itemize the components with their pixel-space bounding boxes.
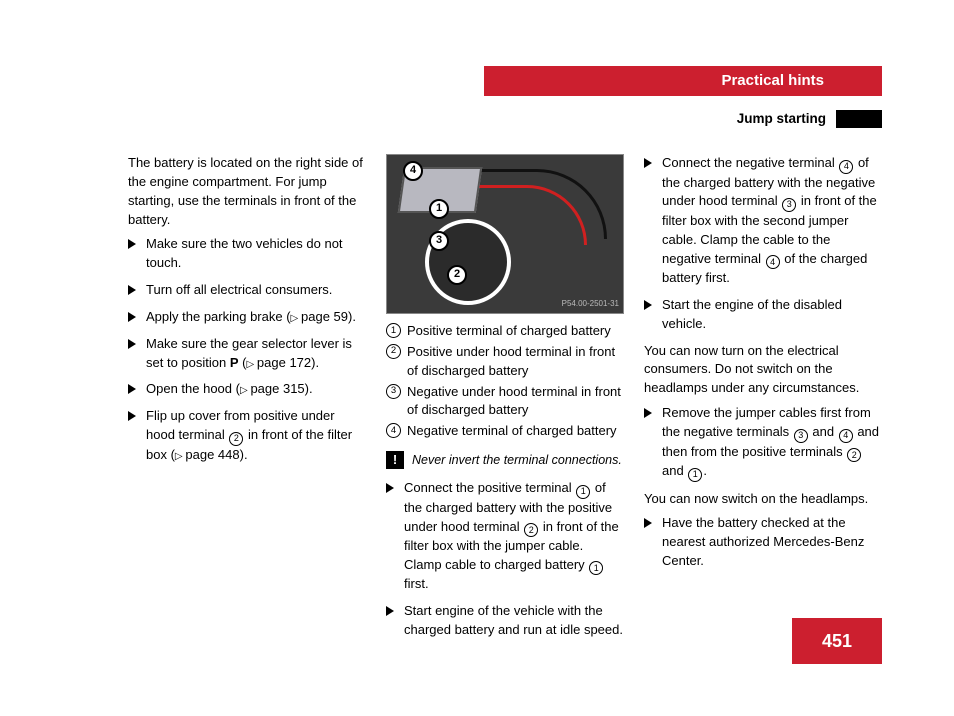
header-section-band: Practical hints bbox=[484, 66, 882, 96]
callout-ref-3: 3 bbox=[794, 429, 808, 443]
col3-para-headlamps: You can now switch on the headlamps. bbox=[644, 490, 882, 509]
callout-ref-3: 3 bbox=[782, 198, 796, 212]
col3-para-consumers: You can now turn on the electrical consu… bbox=[644, 342, 882, 399]
col1-list: Make sure the two vehicles do not touch.… bbox=[128, 235, 366, 464]
intro-paragraph: The battery is located on the right side… bbox=[128, 154, 366, 229]
callout-ref-2: 2 bbox=[847, 448, 861, 462]
callout-ref-1: 1 bbox=[688, 468, 702, 482]
page-number-box: 451 bbox=[792, 618, 882, 664]
step-check-battery: Have the battery checked at the nearest … bbox=[644, 514, 882, 571]
step-start-donor: Start engine of the vehicle with the cha… bbox=[386, 602, 624, 640]
fig-callout-4: 4 bbox=[403, 161, 423, 181]
fig-callout-1: 1 bbox=[429, 199, 449, 219]
legend-row-2: 2Positive under hood terminal in front o… bbox=[386, 343, 624, 381]
step-connect-positive: Connect the positive terminal 1 of the c… bbox=[386, 479, 624, 594]
content-columns: The battery is located on the right side… bbox=[128, 154, 882, 648]
fig-callout-2: 2 bbox=[447, 265, 467, 285]
warning-icon: ! bbox=[386, 451, 404, 469]
legend-row-1: 1Positive terminal of charged battery bbox=[386, 322, 624, 341]
figure-legend: 1Positive terminal of charged battery 2P… bbox=[386, 322, 624, 441]
pageref-icon bbox=[246, 355, 256, 370]
page-number: 451 bbox=[822, 628, 852, 654]
legend-num-1: 1 bbox=[386, 323, 401, 338]
column-3: Connect the negative terminal 4 of the c… bbox=[644, 154, 882, 648]
thumb-index-box bbox=[836, 110, 882, 128]
step-open-hood: Open the hood (page 315). bbox=[128, 380, 366, 399]
callout-ref-2: 2 bbox=[524, 523, 538, 537]
col2-list: Connect the positive terminal 1 of the c… bbox=[386, 479, 624, 640]
legend-num-3: 3 bbox=[386, 384, 401, 399]
jumpstart-diagram: 4 1 3 2 P54.00-2501-31 bbox=[386, 154, 624, 314]
step-parking-brake: Apply the parking brake (page 59). bbox=[128, 308, 366, 327]
callout-ref-4: 4 bbox=[839, 160, 853, 174]
column-2: 4 1 3 2 P54.00-2501-31 1Positive termina… bbox=[386, 154, 624, 648]
subheader: Jump starting bbox=[484, 109, 882, 129]
col3-list-top: Connect the negative terminal 4 of the c… bbox=[644, 154, 882, 334]
legend-num-2: 2 bbox=[386, 344, 401, 359]
column-1: The battery is located on the right side… bbox=[128, 154, 366, 648]
warning-text: Never invert the terminal connections. bbox=[412, 451, 622, 469]
legend-row-3: 3Negative under hood terminal in front o… bbox=[386, 383, 624, 421]
legend-num-4: 4 bbox=[386, 423, 401, 438]
step-remove-cables: Remove the jumper cables first from the … bbox=[644, 404, 882, 481]
step-gear-selector: Make sure the gear selector lever is set… bbox=[128, 335, 366, 373]
step-connect-negative: Connect the negative terminal 4 of the c… bbox=[644, 154, 882, 288]
callout-ref-2: 2 bbox=[229, 432, 243, 446]
step-vehicles-no-touch: Make sure the two vehicles do not touch. bbox=[128, 235, 366, 273]
col3-list-last: Have the battery checked at the nearest … bbox=[644, 514, 882, 571]
legend-row-4: 4Negative terminal of charged battery bbox=[386, 422, 624, 441]
callout-ref-4: 4 bbox=[839, 429, 853, 443]
callout-ref-1: 1 bbox=[589, 561, 603, 575]
step-start-disabled: Start the engine of the disabled vehicle… bbox=[644, 296, 882, 334]
pageref-icon bbox=[240, 381, 250, 396]
step-flip-cover: Flip up cover from positive under hood t… bbox=[128, 407, 366, 464]
header-section-title: Practical hints bbox=[721, 70, 824, 92]
subheader-label: Jump starting bbox=[737, 109, 826, 129]
callout-ref-4: 4 bbox=[766, 255, 780, 269]
pageref-icon bbox=[175, 447, 185, 462]
figure-code: P54.00-2501-31 bbox=[562, 298, 619, 310]
col3-list-mid: Remove the jumper cables first from the … bbox=[644, 404, 882, 481]
pageref-icon bbox=[291, 309, 301, 324]
warning-row: ! Never invert the terminal connections. bbox=[386, 451, 624, 469]
callout-ref-1: 1 bbox=[576, 485, 590, 499]
fig-callout-3: 3 bbox=[429, 231, 449, 251]
step-turn-off-consumers: Turn off all electrical consumers. bbox=[128, 281, 366, 300]
